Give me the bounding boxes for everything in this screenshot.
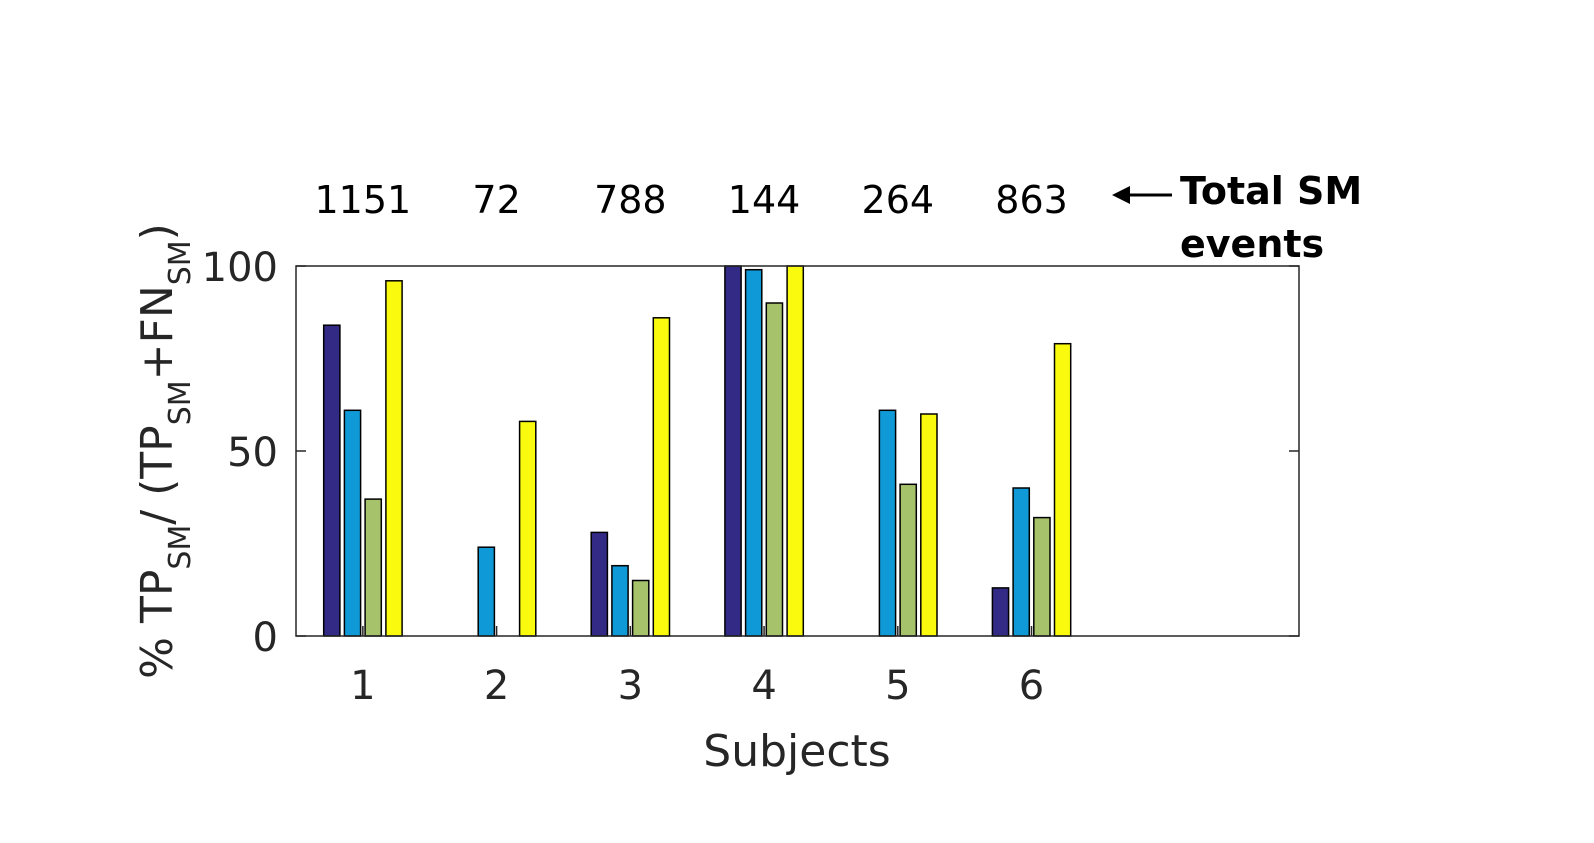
- annotation-line-1: Total SM: [1180, 169, 1362, 213]
- bar-subject-5-series-3: [899, 483, 918, 637]
- y-tick-label-100: 100: [202, 245, 278, 291]
- bar-subject-6-series-3: [1033, 516, 1051, 637]
- y-label-part-0: % TP: [132, 570, 183, 679]
- x-tick-label-1: 1: [350, 663, 375, 709]
- x-axis-label: Subjects: [703, 726, 890, 777]
- bar-subject-3-series-1: [590, 531, 609, 637]
- bar-subject-3-series-2: [611, 564, 629, 637]
- bar-subject-1-series-4: [385, 280, 403, 637]
- x-tick-label-3: 3: [618, 663, 643, 709]
- total-events-annotation: Total SM events: [1112, 169, 1362, 266]
- bar-subject-1-series-1: [322, 324, 341, 637]
- top-count-labels: 1151 72 788 144 264 863: [315, 178, 1068, 222]
- x-tick-label-5: 5: [885, 663, 910, 709]
- x-tick-label-4: 4: [751, 663, 776, 709]
- total-count-subject-5: 264: [862, 178, 935, 222]
- bar-subject-4-series-4: [786, 265, 805, 637]
- bar-subject-2-series-2: [477, 546, 496, 637]
- y-tick-label-50: 50: [227, 430, 278, 476]
- annotation-arrow-head: [1112, 186, 1130, 204]
- annotation-line-2: events: [1180, 222, 1324, 266]
- total-count-subject-2: 72: [472, 178, 520, 222]
- total-count-subject-3: 788: [594, 178, 667, 222]
- x-tick-label-6: 6: [1019, 663, 1044, 709]
- total-count-subject-4: 144: [728, 178, 801, 222]
- y-label-part-6: ): [132, 223, 183, 240]
- bar-subject-5-series-2: [878, 409, 897, 637]
- bar-subject-4-series-3: [765, 302, 784, 637]
- y-label-part-2: / (TP: [132, 425, 183, 524]
- total-count-subject-1: 1151: [315, 178, 412, 222]
- y-label-part-1: SM: [163, 525, 198, 570]
- bar-subject-1-series-3: [364, 498, 383, 637]
- y-label-part-5: SM: [163, 240, 198, 285]
- bar-subject-3-series-4: [652, 317, 671, 637]
- x-tick-labels: 1 2 3 4 5 6: [350, 663, 1044, 709]
- bar-subject-5-series-4: [920, 413, 938, 637]
- bar-subject-4-series-2: [744, 268, 763, 637]
- bar-subject-6-series-4: [1053, 342, 1072, 637]
- y-tick-labels: 0 50 100: [202, 245, 278, 661]
- y-label-part-4: +FN: [132, 285, 183, 380]
- bar-subject-6-series-2: [1012, 487, 1031, 637]
- x-tick-label-2: 2: [484, 663, 509, 709]
- y-tick-label-0: 0: [253, 615, 278, 661]
- y-axis-label: % TPSM/ (TPSM+FNSM): [132, 223, 198, 679]
- bar-subject-6-series-1: [991, 587, 1010, 637]
- y-label-part-3: SM: [163, 380, 198, 425]
- bar-subject-4-series-1: [724, 265, 742, 637]
- ticks-group: [296, 265, 1299, 637]
- bar-subject-1-series-2: [343, 409, 362, 637]
- total-count-subject-6: 863: [995, 178, 1068, 222]
- bar-subject-3-series-3: [631, 579, 650, 637]
- bar-subject-2-series-4: [518, 420, 537, 637]
